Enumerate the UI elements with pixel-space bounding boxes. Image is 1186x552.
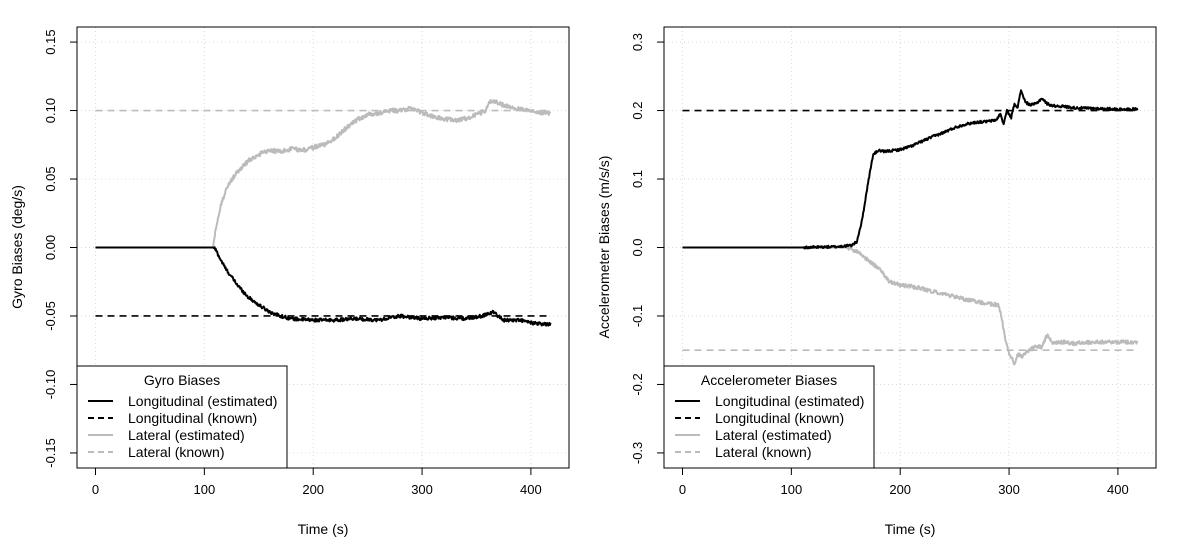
gyro-legend-label: Longitudinal (estimated) (128, 393, 277, 409)
accel-y-tick-label: 0.3 (630, 33, 645, 51)
accel-x-tick-label: 300 (998, 482, 1020, 497)
accel-x-ticks: 0 100 200 300 400 (679, 467, 1129, 497)
accel-y-tick-label: 0.2 (630, 102, 645, 120)
accel-x-tick-label: 400 (1107, 482, 1129, 497)
gyro-y-tick-label: -0.15 (43, 438, 58, 468)
accel-y-tick-label: 0.0 (630, 238, 645, 256)
gyro-legend: Gyro Biases Longitudinal (estimated)Long… (76, 365, 288, 469)
gyro-legend-label: Lateral (known) (128, 444, 225, 460)
gyro-x-tick-label: 300 (411, 482, 433, 497)
accel-y-tick-label: -0.3 (630, 442, 645, 464)
gyro-y-tick-label: 0.05 (43, 166, 58, 191)
accel-x-tick-label: 200 (889, 482, 911, 497)
accel-x-axis-label: Time (s) (885, 521, 936, 537)
gyro-x-ticks: 0 100 200 300 400 (92, 467, 542, 497)
accel-y-ticks: -0.3 -0.2 -0.1 0.0 0.1 0.2 0.3 (630, 33, 664, 464)
accel-legend-label: Lateral (estimated) (715, 427, 832, 443)
accel-series-0 (682, 89, 1139, 250)
accel-legend-entries: Longitudinal (estimated)Longitudinal (kn… (675, 393, 864, 460)
accel-y-tick-label: -0.1 (630, 305, 645, 327)
gyro-y-tick-label: 0.00 (43, 235, 58, 260)
gyro-x-tick-label: 0 (92, 482, 99, 497)
gyro-legend-label: Longitudinal (known) (128, 410, 257, 426)
gyro-y-tick-label: 0.15 (43, 29, 58, 54)
accel-y-tick-label: 0.1 (630, 170, 645, 188)
gyro-legend-title: Gyro Biases (144, 372, 220, 388)
accelerometer-biases-chart: 0 100 200 300 400 -0.3 -0.2 -0.1 0.0 0.1 0.2 0.3 T… (596, 26, 1157, 537)
gyro-series (95, 98, 552, 327)
gyro-series-2 (95, 98, 552, 249)
gyro-y-tick-label: -0.10 (43, 370, 58, 400)
gyro-y-axis-label: Gyro Biases (deg/s) (9, 185, 25, 309)
accel-y-tick-label: -0.2 (630, 373, 645, 395)
gyro-y-tick-label: -0.05 (43, 301, 58, 331)
accel-legend-label: Longitudinal (estimated) (715, 393, 864, 409)
accel-series-2 (682, 245, 1139, 366)
accel-x-tick-label: 0 (679, 482, 686, 497)
accel-legend-title: Accelerometer Biases (701, 372, 837, 388)
gyro-series-0 (95, 246, 552, 327)
gyro-y-tick-label: 0.10 (43, 98, 58, 123)
gyro-legend-entries: Longitudinal (estimated)Longitudinal (kn… (88, 393, 277, 460)
gyro-x-axis-label: Time (s) (298, 521, 349, 537)
accel-x-tick-label: 100 (781, 482, 803, 497)
accel-series (682, 89, 1139, 366)
gyro-legend-label: Lateral (estimated) (128, 427, 245, 443)
gyro-biases-chart: 0 100 200 300 400 -0.15 -0.10 -0.05 0.00 0.05 0.1… (9, 26, 570, 537)
accel-legend-label: Longitudinal (known) (715, 410, 844, 426)
gyro-x-tick-label: 200 (302, 482, 324, 497)
accel-legend-label: Lateral (known) (715, 444, 812, 460)
gyro-y-ticks: -0.15 -0.10 -0.05 0.00 0.05 0.10 0.15 (43, 29, 77, 468)
accel-legend: Accelerometer Biases Longitudinal (estim… (663, 365, 875, 469)
gyro-x-tick-label: 400 (520, 482, 542, 497)
accel-y-axis-label: Accelerometer Biases (m/s/s) (596, 156, 612, 339)
gyro-x-tick-label: 100 (194, 482, 216, 497)
